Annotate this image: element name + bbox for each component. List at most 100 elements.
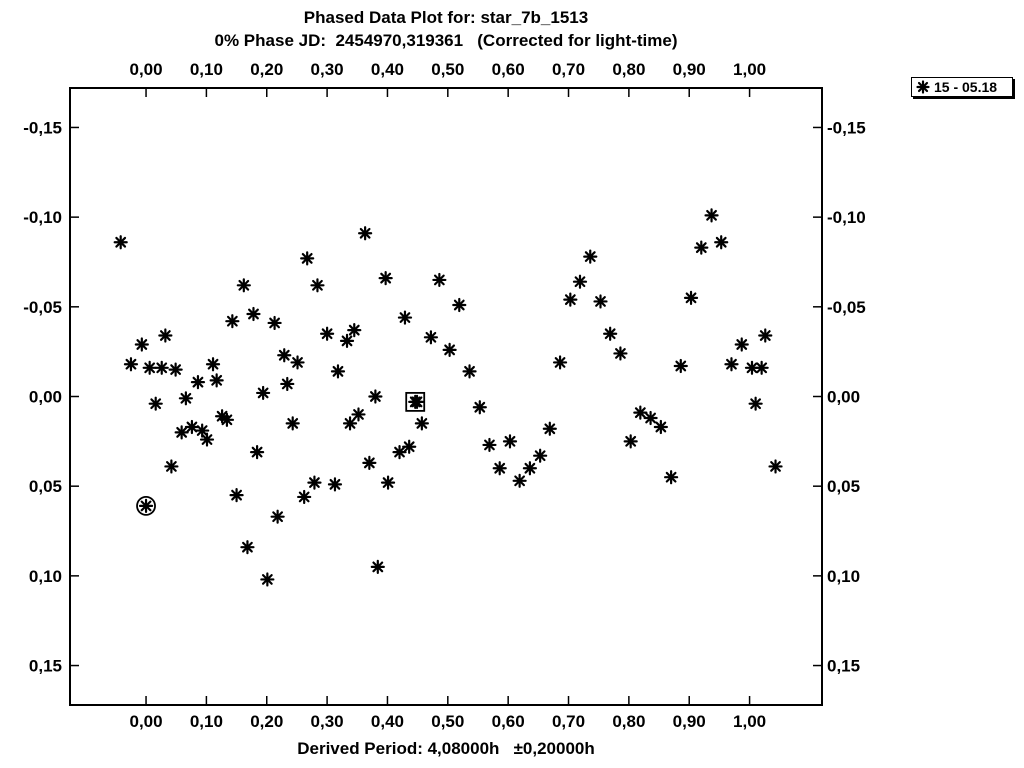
data-point xyxy=(432,272,447,288)
data-point xyxy=(653,419,668,435)
y-tick-label-left: 0,10 xyxy=(29,567,62,586)
x-tick-label-top: 0,00 xyxy=(129,60,162,79)
data-point xyxy=(542,421,557,436)
data-point xyxy=(236,278,251,293)
data-point xyxy=(414,416,429,431)
data-point xyxy=(178,391,193,406)
data-point xyxy=(300,251,315,266)
data-point xyxy=(164,459,179,474)
x-tick-label-bottom: 0,40 xyxy=(371,712,404,731)
y-tick-label-left: -0,10 xyxy=(23,208,62,227)
data-point xyxy=(351,407,366,422)
data-point xyxy=(748,396,763,411)
data-point xyxy=(297,489,312,505)
highlighted-point xyxy=(405,391,426,412)
data-point xyxy=(174,425,189,440)
x-tick-label-top: 0,80 xyxy=(612,60,645,79)
data-point xyxy=(452,297,467,313)
data-point xyxy=(664,470,679,485)
data-point xyxy=(754,360,769,375)
x-tick-label-top: 0,30 xyxy=(311,60,344,79)
data-point xyxy=(158,328,173,343)
x-tick-label-top: 0,90 xyxy=(673,60,706,79)
x-tick-label-bottom: 0,80 xyxy=(612,712,645,731)
x-tick-label-top: 0,70 xyxy=(552,60,585,79)
data-point xyxy=(694,240,709,255)
data-point xyxy=(285,416,300,431)
data-point xyxy=(423,330,439,345)
data-point xyxy=(148,396,163,411)
y-tick-label-left: 0,15 xyxy=(29,657,62,676)
data-point xyxy=(512,473,527,488)
y-tick-label-right: 0,10 xyxy=(827,567,860,586)
legend-label: 15 - 05.18 xyxy=(934,79,998,95)
x-tick-label-top: 1,00 xyxy=(733,60,766,79)
data-point xyxy=(370,559,385,574)
data-point xyxy=(267,315,282,331)
data-point xyxy=(358,226,373,241)
data-point xyxy=(225,314,240,329)
chart-title: Phased Data Plot for: star_7b_1513 xyxy=(303,8,589,27)
data-point xyxy=(397,310,413,325)
data-point xyxy=(623,434,638,449)
data-point xyxy=(368,389,383,404)
data-point xyxy=(209,373,224,388)
x-tick-label-bottom: 0,60 xyxy=(492,712,525,731)
data-point xyxy=(758,328,773,343)
x-tick-label-bottom: 1,00 xyxy=(733,712,766,731)
x-tick-label-bottom: 0,70 xyxy=(552,712,585,731)
data-point xyxy=(714,235,729,250)
data-point xyxy=(134,337,149,352)
data-point xyxy=(199,432,215,447)
y-tick-label-right: -0,05 xyxy=(827,298,866,317)
data-point xyxy=(280,376,295,392)
data-point xyxy=(593,294,608,309)
data-point xyxy=(310,278,325,293)
y-tick-label-left: -0,15 xyxy=(23,118,62,137)
data-point xyxy=(154,360,169,375)
data-point xyxy=(290,355,305,370)
data-point xyxy=(362,455,377,470)
data-point xyxy=(583,249,598,264)
x-tick-label-bottom: 0,50 xyxy=(431,712,464,731)
data-point xyxy=(552,355,568,370)
data-point xyxy=(673,358,688,374)
highlighted-point xyxy=(136,496,156,516)
x-tick-label-top: 0,50 xyxy=(431,60,464,79)
data-point xyxy=(472,400,487,415)
data-point xyxy=(572,274,588,289)
data-point xyxy=(113,235,128,250)
data-point xyxy=(307,475,322,490)
data-point xyxy=(123,357,139,372)
data-point xyxy=(462,364,477,379)
data-point xyxy=(168,362,183,377)
x-tick-label-bottom: 0,00 xyxy=(129,712,162,731)
x-tick-label-bottom: 0,20 xyxy=(250,712,283,731)
data-point xyxy=(522,461,537,476)
data-point xyxy=(380,475,396,490)
data-point xyxy=(246,306,261,322)
data-point xyxy=(643,410,658,426)
data-point xyxy=(190,375,206,390)
data-point xyxy=(492,461,507,476)
data-point xyxy=(219,412,235,427)
data-point xyxy=(378,271,393,286)
data-point xyxy=(768,459,783,474)
data-point xyxy=(704,208,719,223)
data-point xyxy=(240,540,255,555)
data-point xyxy=(195,423,210,438)
data-point xyxy=(442,342,457,357)
data-point xyxy=(724,357,739,372)
data-point xyxy=(683,290,699,305)
data-point xyxy=(142,360,157,375)
data-point xyxy=(603,326,618,341)
y-tick-label-right: -0,15 xyxy=(827,118,866,137)
data-point xyxy=(277,348,292,363)
x-tick-label-top: 0,60 xyxy=(492,60,525,79)
data-point xyxy=(392,445,407,460)
data-point xyxy=(533,448,548,463)
data-point xyxy=(270,509,285,524)
x-tick-label-bottom: 0,90 xyxy=(673,712,706,731)
data-point xyxy=(347,323,362,338)
